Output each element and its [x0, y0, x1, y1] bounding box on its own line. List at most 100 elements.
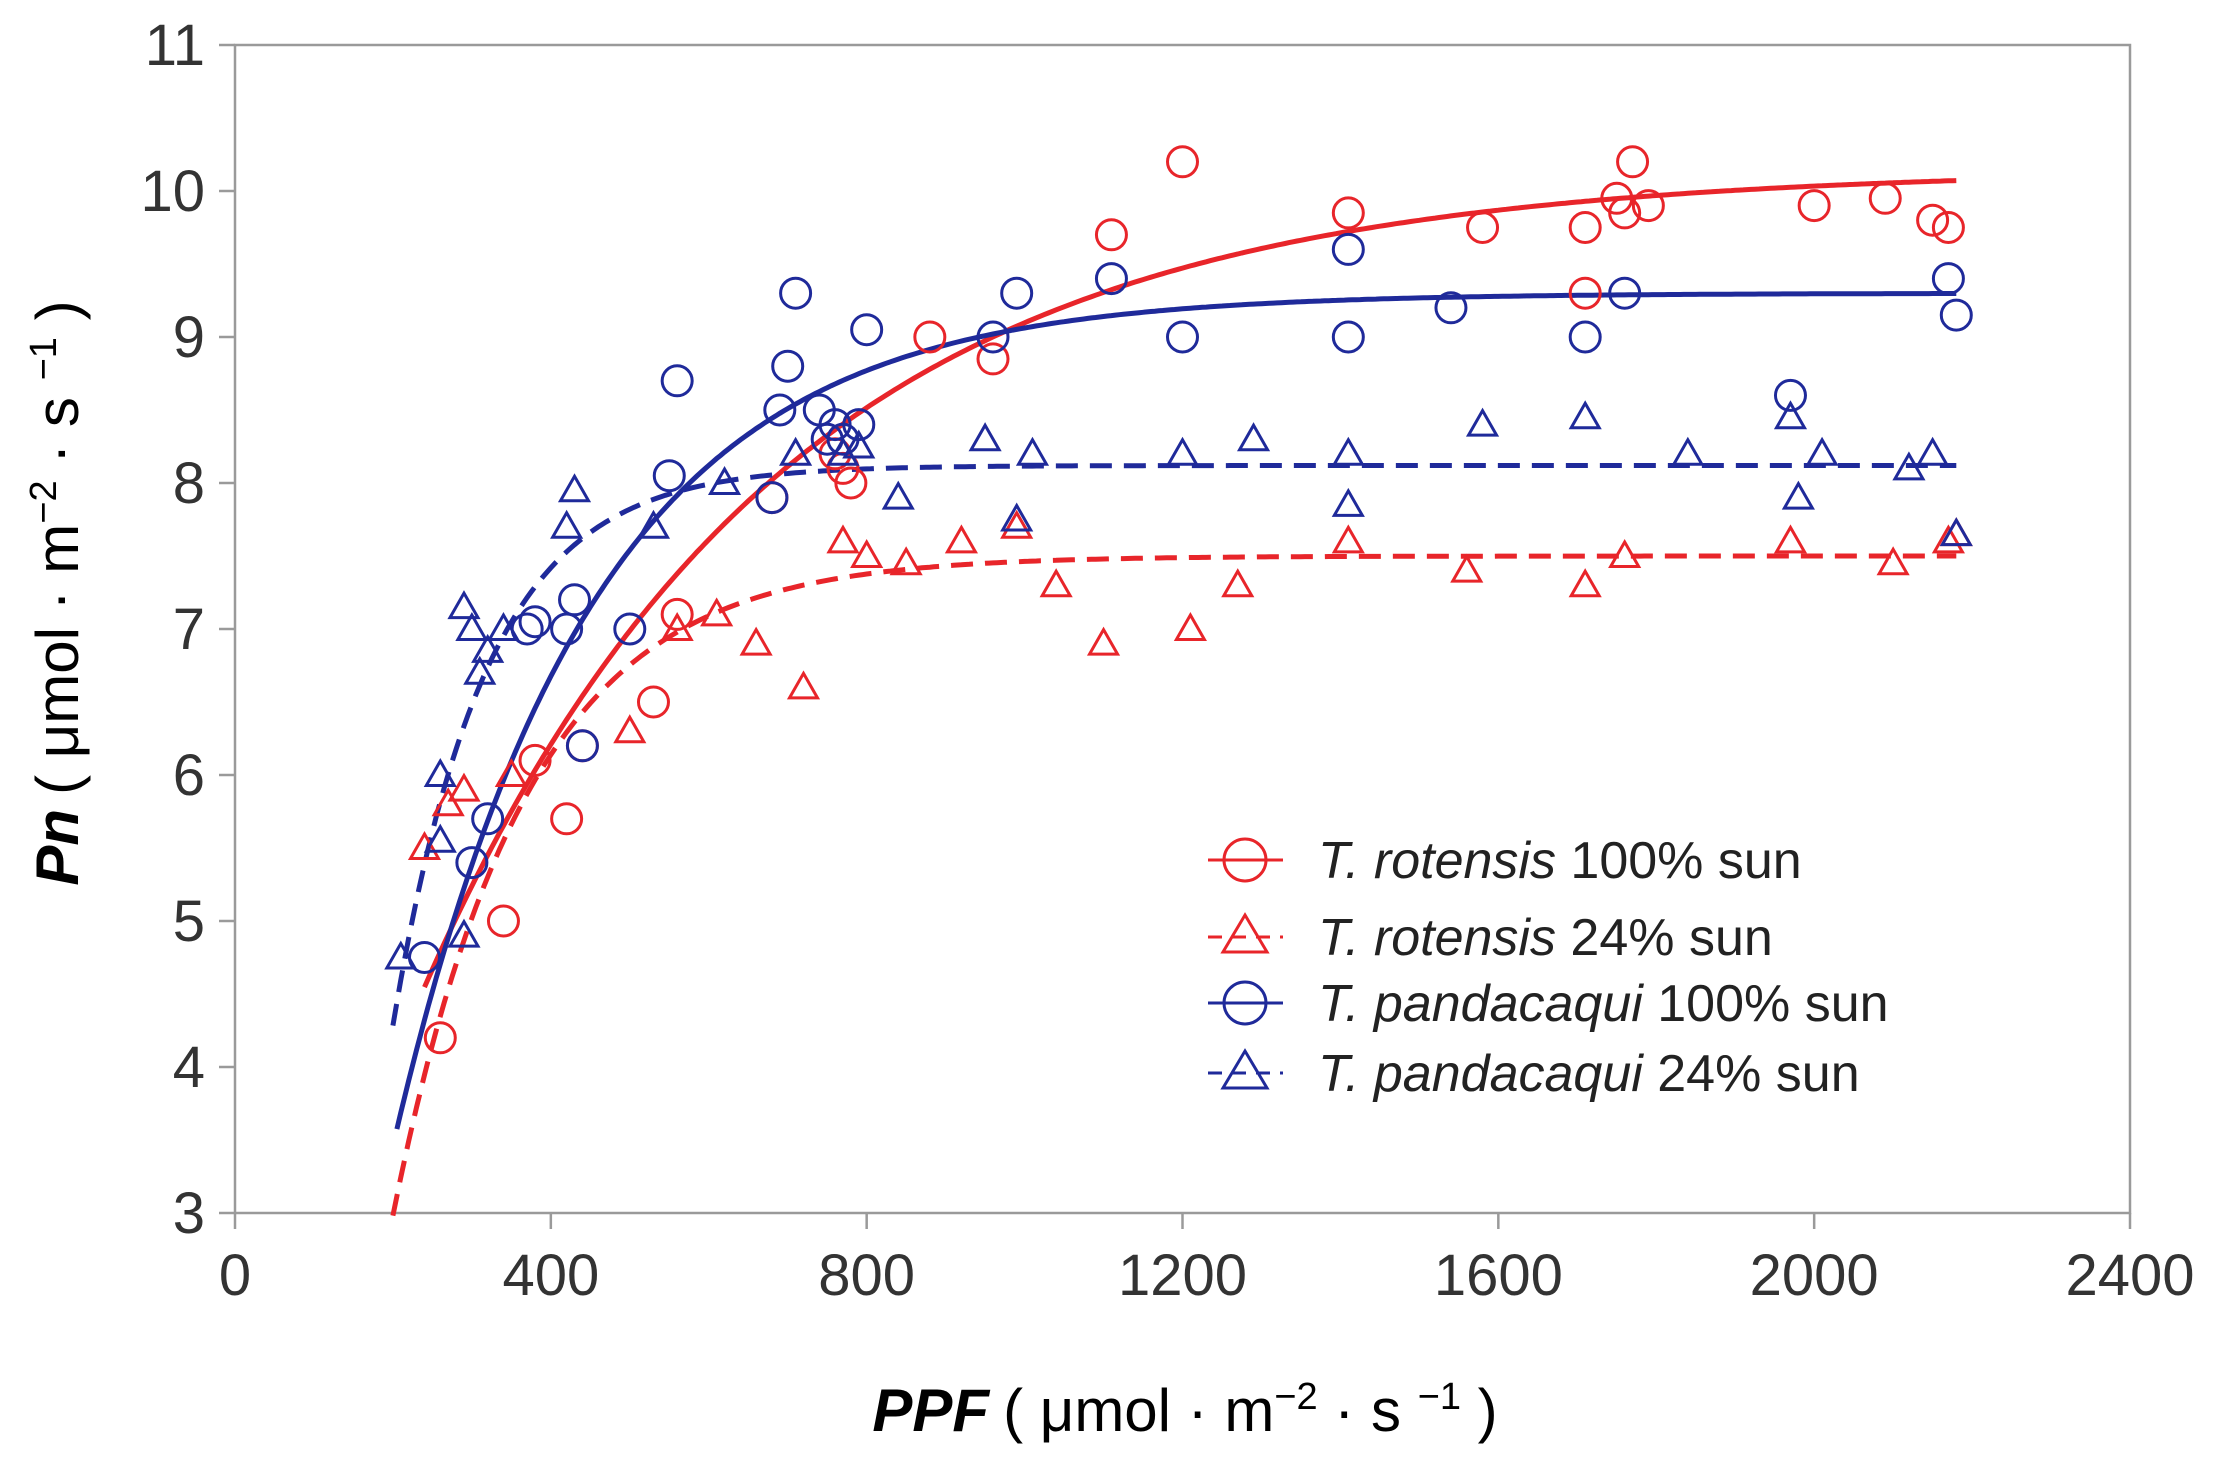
y-tick-label: 7 — [173, 597, 205, 662]
data-point-pan24 — [423, 757, 457, 787]
data-point-pan100 — [455, 846, 489, 880]
data-point-pan24 — [447, 590, 481, 620]
data-point-rot100 — [913, 320, 947, 354]
data-point-rot24 — [1331, 524, 1365, 554]
data-point-pan24 — [1568, 400, 1602, 430]
legend-species: T. pandacaqui — [1318, 975, 1644, 1033]
legend-triangle-marker — [1220, 912, 1270, 954]
data-point-pan100 — [1000, 276, 1034, 310]
legend-species: T. rotensis — [1318, 832, 1556, 890]
data-point-rot24 — [1876, 546, 1910, 576]
data-point-pan24 — [707, 465, 742, 495]
data-point-rot24 — [1039, 568, 1073, 598]
data-point-pan24 — [1331, 436, 1365, 466]
legend-species: T. rotensis — [1318, 909, 1556, 967]
data-markers — [384, 145, 1973, 1055]
data-point-rot100 — [1094, 218, 1128, 252]
data-point-pan100 — [1434, 291, 1468, 325]
data-point-rot24 — [1000, 509, 1034, 539]
data-point-rot100 — [834, 466, 868, 500]
data-point-pan100 — [1773, 378, 1807, 412]
data-point-rot24 — [786, 670, 821, 700]
data-point-rot100 — [550, 802, 584, 836]
legend-entry-pandacaqui-100: T. pandacaqui 100% sun — [1208, 975, 1889, 1033]
data-point-rot24 — [1221, 568, 1255, 598]
data-point-pan24 — [463, 655, 497, 685]
y-axis-title: Pn( μmol · m−2 · s −1 ) — [23, 300, 91, 885]
legend-treatment: 100% sun — [1556, 832, 1802, 890]
data-point-rot100 — [660, 597, 694, 631]
data-point-rot100 — [1631, 189, 1665, 223]
legend-entry-rotensis-24: T. rotensis 24% sun — [1208, 909, 1773, 967]
data-point-pan100 — [652, 459, 686, 493]
legend-treatment: 24% sun — [1556, 909, 1773, 967]
data-point-rot100 — [1616, 145, 1650, 179]
data-point-rot24 — [1086, 626, 1121, 656]
legend-entry-pandacaqui-24: T. pandacaqui 24% sun — [1208, 1045, 1860, 1103]
data-point-rot100 — [1916, 203, 1950, 237]
data-point-pan24 — [384, 940, 418, 970]
legend-circle-marker — [1222, 980, 1268, 1026]
data-point-pan24 — [557, 473, 592, 503]
data-point-rot24 — [850, 538, 884, 568]
data-point-pan24 — [826, 436, 860, 466]
data-point-pan24 — [1939, 517, 1973, 547]
data-point-pan100 — [779, 276, 813, 310]
data-point-pan100 — [1568, 320, 1602, 354]
data-point-pan24 — [1892, 451, 1926, 481]
data-point-pan24 — [968, 422, 1002, 452]
data-point-pan24 — [1165, 436, 1200, 466]
data-point-rot24 — [660, 611, 694, 641]
data-point-pan100 — [763, 393, 797, 427]
data-point-pan24 — [842, 429, 876, 459]
data-point-pan24 — [455, 611, 489, 641]
data-point-rot24 — [613, 714, 647, 744]
data-point-rot100 — [1868, 181, 1902, 215]
data-point-rot100 — [1568, 211, 1602, 244]
x-tick-label: 1200 — [1118, 1243, 1247, 1308]
data-point-rot24 — [1568, 568, 1602, 598]
legend-treatment: 100% sun — [1643, 975, 1889, 1033]
x-tick-label: 0 — [219, 1243, 251, 1308]
data-point-rot100 — [636, 685, 670, 719]
data-point-rot100 — [976, 342, 1010, 376]
legend: T. rotensis 100% sun T. rotensis 24% sun… — [1208, 832, 1889, 1103]
y-tick-label: 11 — [145, 13, 205, 78]
data-point-pan24 — [1000, 502, 1034, 532]
data-point-rot24 — [447, 772, 481, 802]
axes: 0 400 800 1200 1600 2000 2400 3 4 5 6 7 8 9 10 11 — [140, 13, 2194, 1308]
data-point-pan24 — [1331, 487, 1365, 517]
data-point-pan24 — [486, 611, 521, 641]
data-point-rot24 — [700, 597, 734, 627]
legend-species: T. pandacaqui — [1318, 1045, 1644, 1103]
data-point-pan100 — [1166, 320, 1199, 354]
svg-text:T. pandacaqui 100% sun: T. pandacaqui 100% sun — [1318, 975, 1889, 1033]
y-tick-label: 9 — [173, 305, 205, 370]
data-point-pan100 — [660, 364, 694, 398]
data-point-rot24 — [1173, 611, 1207, 641]
data-point-rot24 — [739, 626, 773, 656]
legend-triangle-marker — [1220, 1048, 1270, 1090]
data-point-pan24 — [779, 436, 813, 466]
data-point-pan24 — [1465, 407, 1500, 437]
data-point-pan100 — [1094, 262, 1128, 296]
data-point-rot24 — [889, 546, 923, 576]
data-point-rot100 — [1568, 276, 1602, 310]
data-point-pan100 — [842, 408, 876, 442]
fit-curve-rot24 — [390, 553, 1957, 1217]
svg-text:T. rotensis 24% sun: T. rotensis 24% sun — [1318, 909, 1773, 967]
data-point-rot24 — [1931, 524, 1965, 554]
x-tick-label: 400 — [502, 1243, 599, 1308]
data-point-rot24 — [1450, 553, 1484, 583]
data-point-pan100 — [558, 583, 592, 617]
data-point-rot24 — [407, 830, 442, 860]
data-point-pan100 — [1608, 276, 1642, 310]
data-point-pan24 — [1805, 436, 1839, 466]
data-point-pan24 — [636, 509, 671, 539]
y-tick-label: 5 — [173, 889, 205, 954]
y-tick-label: 4 — [173, 1035, 205, 1100]
data-point-rot100 — [423, 1021, 457, 1055]
data-point-rot100 — [1331, 196, 1365, 230]
